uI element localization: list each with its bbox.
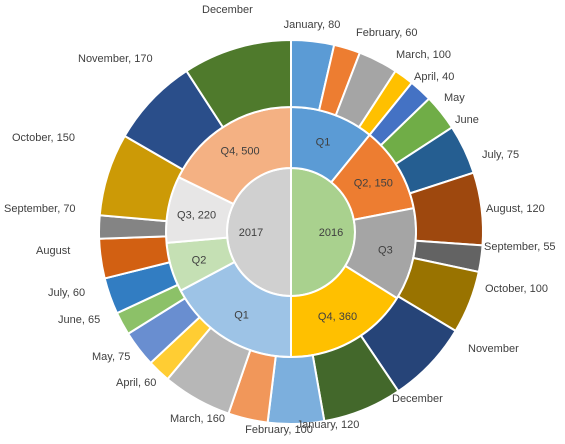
- quarter-label-q4: Q4, 360: [318, 311, 357, 323]
- quarter-label-q1: Q1: [316, 137, 331, 149]
- month-label-march: March, 160: [170, 413, 225, 425]
- month-label-december: December: [202, 4, 253, 16]
- month-label-august: August: [36, 245, 70, 257]
- quarter-label-q2: Q2, 150: [354, 178, 393, 190]
- month-label-december: December: [392, 393, 443, 405]
- month-label-june: June, 65: [58, 314, 100, 326]
- month-label-march: March, 100: [396, 49, 451, 61]
- month-label-april: April, 40: [414, 71, 454, 83]
- month-label-october: October, 150: [12, 132, 75, 144]
- month-label-january: January, 120: [297, 419, 360, 431]
- year-label-2016: 2016: [319, 227, 343, 239]
- quarter-label-q3: Q3, 220: [177, 210, 216, 222]
- month-label-september: September, 70: [4, 203, 76, 215]
- chart-labels: 2016 2017 Q1 Q2, 150 Q3 Q4, 360 Q1 Q2 Q3, 220 Q4,…: [4, 4, 556, 436]
- month-slice-december: [185, 38, 292, 129]
- month-label-july: July, 60: [48, 287, 85, 299]
- month-label-august: August, 120: [486, 203, 545, 215]
- month-label-february: February, 60: [356, 27, 418, 39]
- month-label-february: February, 100: [245, 424, 313, 436]
- month-label-july: July, 75: [482, 149, 519, 161]
- quarter-label-q4: Q4, 500: [221, 146, 260, 158]
- quarter-label-q3: Q3: [378, 245, 393, 257]
- month-label-may: May: [444, 92, 465, 104]
- month-label-january: January, 80: [284, 19, 341, 31]
- month-label-october: October, 100: [485, 283, 548, 295]
- quarter-label-q2: Q2: [192, 254, 207, 266]
- month-label-april: April, 60: [116, 377, 156, 389]
- month-label-june: June: [455, 114, 479, 126]
- year-label-2017: 2017: [239, 227, 263, 239]
- month-label-november: November, 170: [78, 53, 153, 65]
- month-label-september: September, 55: [484, 241, 556, 253]
- month-label-may: May, 75: [92, 351, 130, 363]
- quarter-label-q1: Q1: [234, 309, 249, 321]
- month-label-november: November: [468, 343, 519, 355]
- chart-slices: [98, 38, 484, 425]
